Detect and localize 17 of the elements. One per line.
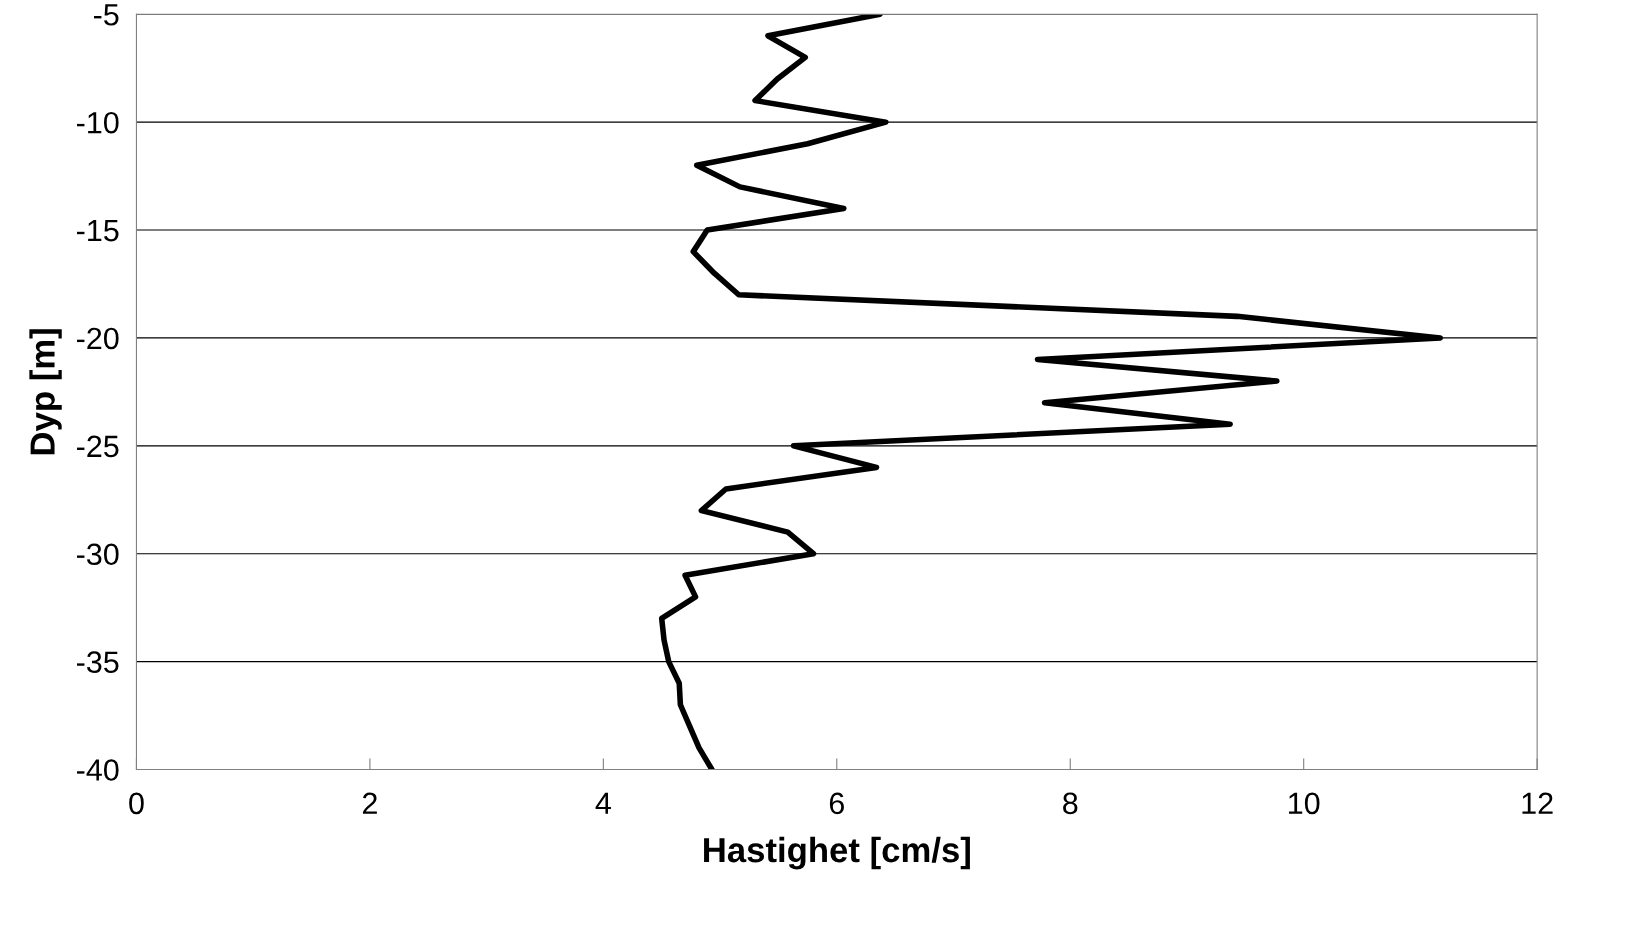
y-tick-label: -5 (93, 4, 119, 26)
x-axis-title: Hastighet [cm/s] (704, 836, 970, 870)
x-tick-label: 10 (1289, 792, 1320, 815)
y-axis-title: Dyp [m] (29, 329, 62, 455)
y-tick-label: -15 (76, 220, 119, 242)
y-tick-label: -25 (76, 435, 119, 458)
x-tick-label: 6 (829, 792, 844, 815)
x-tick-label: 0 (129, 792, 144, 815)
x-tick-label: 8 (1063, 792, 1078, 815)
x-tick-label: 2 (362, 792, 377, 814)
y-tick-label: -10 (76, 111, 119, 134)
y-tick-label: -35 (76, 651, 119, 673)
y-tick-label: -30 (76, 543, 119, 566)
x-tick-label: 12 (1522, 792, 1553, 814)
y-tick-label: -20 (76, 327, 119, 350)
x-tick-label: 4 (595, 792, 611, 814)
y-tick-label: -40 (76, 759, 119, 781)
